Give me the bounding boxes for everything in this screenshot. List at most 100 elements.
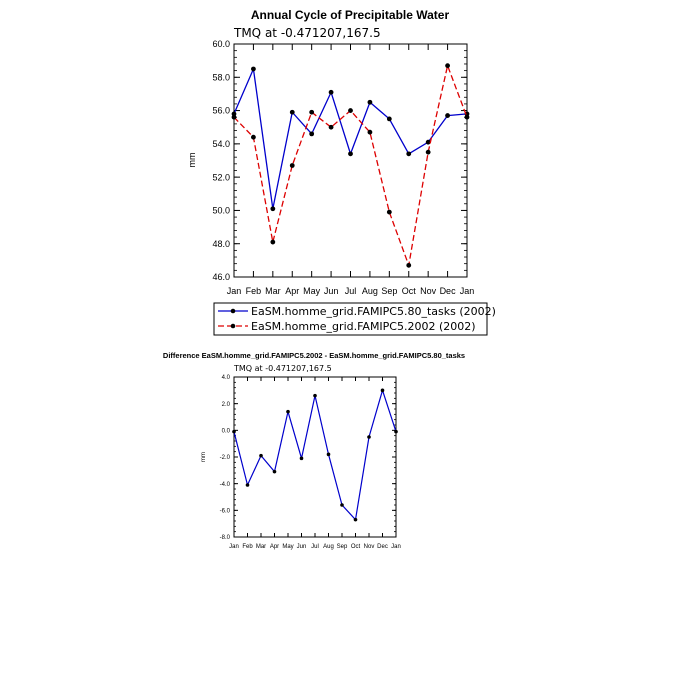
data-point xyxy=(251,66,256,72)
legend-label-series2: EaSM.homme_grid.FAMIPC5.2002 (2002) xyxy=(251,320,476,333)
data-point xyxy=(328,124,334,130)
chart2-series xyxy=(232,388,398,522)
chart1-ylabel: mm xyxy=(187,153,197,168)
y-tick-label: 58.0 xyxy=(212,72,230,82)
chart1-subtitle: TMQ at -0.471207,167.5 xyxy=(233,26,381,40)
data-point xyxy=(348,151,353,157)
y-tick-label: 52.0 xyxy=(212,172,230,182)
x-tick-label: Jan xyxy=(460,286,475,296)
x-tick-label: May xyxy=(303,286,321,296)
data-point xyxy=(232,429,236,434)
y-tick-label: 60.0 xyxy=(212,39,230,49)
data-point xyxy=(289,109,295,115)
data-point xyxy=(328,89,334,95)
x-tick-label: Feb xyxy=(246,286,262,296)
data-point xyxy=(445,63,450,69)
chart2-ylabel: mm xyxy=(201,452,207,462)
y-tick-label: 48.0 xyxy=(212,239,230,249)
series-line-1 xyxy=(233,66,468,209)
chart2-ticks xyxy=(233,376,397,538)
data-point xyxy=(464,114,470,120)
y-tick-label: 56.0 xyxy=(212,106,230,116)
series-line-1 xyxy=(233,388,397,521)
chart1-series xyxy=(231,63,470,268)
data-point xyxy=(425,149,431,155)
legend-marker-series1 xyxy=(230,308,236,314)
data-point xyxy=(289,163,295,168)
chart2-subtitle: TMQ at -0.471207,167.5 xyxy=(233,364,332,373)
y-tick-label: -2.0 xyxy=(220,455,231,461)
chart1-ticks xyxy=(233,43,468,278)
legend-label-series1: EaSM.homme_grid.FAMIPC5.80_tasks (2002) xyxy=(251,305,496,318)
data-point xyxy=(425,139,431,145)
y-tick-label: 46.0 xyxy=(212,272,230,282)
data-point xyxy=(394,429,398,434)
data-point xyxy=(340,503,344,507)
chart1-title: Annual Cycle of Precipitable Water xyxy=(251,8,450,22)
x-tick-label: Aug xyxy=(323,544,334,550)
y-tick-label: -8.0 xyxy=(220,535,231,541)
data-point xyxy=(309,131,315,137)
data-point xyxy=(367,99,373,105)
chart2-x-tick-labels: Jan Feb Mar Apr May Jun Jul Aug Sep Oct Nov Dec Jan xyxy=(229,544,401,550)
data-point xyxy=(286,409,290,414)
data-point xyxy=(386,209,392,215)
data-point xyxy=(353,517,358,522)
x-tick-label: Jul xyxy=(345,286,357,296)
x-tick-label: Sep xyxy=(381,286,397,296)
data-point xyxy=(367,435,371,439)
x-tick-label: Oct xyxy=(402,286,417,296)
data-point xyxy=(445,113,450,118)
y-tick-label: 2.0 xyxy=(222,402,231,408)
chart1-x-tick-labels: Jan Feb Mar Apr May Jun Jul Aug Sep Oct Nov Dec Jan xyxy=(227,286,475,296)
x-tick-label: Nov xyxy=(364,544,375,550)
x-tick-label: Apr xyxy=(285,286,299,296)
data-point xyxy=(251,134,256,140)
main-chart: Annual Cycle of Precipitable Water TMQ a… xyxy=(187,8,496,336)
data-point xyxy=(270,239,276,245)
chart2-title: Difference EaSM.homme_grid.FAMIPC5.2002 … xyxy=(163,351,465,360)
data-point xyxy=(326,452,331,457)
difference-chart: Difference EaSM.homme_grid.FAMIPC5.2002 … xyxy=(163,351,465,550)
legend-marker-series2 xyxy=(230,323,236,329)
x-tick-label: Jan xyxy=(229,544,239,550)
data-point xyxy=(386,116,392,122)
chart2-y-tick-labels: 4.0 2.0 0.0 -2.0 -4.0 -6.0 -8.0 xyxy=(220,375,231,541)
y-tick-label: 4.0 xyxy=(222,375,231,381)
x-tick-label: Jan xyxy=(227,286,242,296)
data-point xyxy=(272,469,277,474)
x-tick-label: Aug xyxy=(362,286,378,296)
series-line-2 xyxy=(233,63,468,268)
chart1-y-tick-labels: 60.0 58.0 56.0 54.0 52.0 50.0 48.0 46.0 xyxy=(212,39,230,282)
x-tick-label: Oct xyxy=(351,544,361,550)
x-tick-label: Dec xyxy=(440,286,457,296)
chart2-plot-frame xyxy=(233,376,397,538)
data-point xyxy=(259,453,263,458)
data-point xyxy=(406,262,412,268)
x-tick-label: Mar xyxy=(265,286,281,296)
data-point xyxy=(245,483,250,487)
data-point xyxy=(367,129,373,135)
data-point xyxy=(406,151,412,157)
x-tick-label: Jan xyxy=(391,544,401,550)
y-tick-label: 54.0 xyxy=(212,139,230,149)
x-tick-label: Mar xyxy=(256,544,266,550)
x-tick-label: Jun xyxy=(297,544,307,550)
data-point xyxy=(231,111,237,117)
x-tick-label: Feb xyxy=(242,544,253,550)
x-tick-label: Sep xyxy=(337,544,348,550)
x-tick-label: Nov xyxy=(420,286,437,296)
x-tick-label: Jun xyxy=(324,286,339,296)
chart1-plot-frame xyxy=(233,43,468,278)
data-point xyxy=(313,393,317,398)
y-tick-label: -4.0 xyxy=(220,482,231,488)
legend-box xyxy=(213,302,488,336)
y-tick-label: 0.0 xyxy=(222,428,231,434)
data-point xyxy=(270,206,276,212)
data-point xyxy=(299,456,304,461)
y-tick-label: -6.0 xyxy=(220,508,231,514)
x-tick-label: Apr xyxy=(270,544,279,550)
y-tick-label: 50.0 xyxy=(212,206,230,216)
data-point xyxy=(309,109,315,115)
